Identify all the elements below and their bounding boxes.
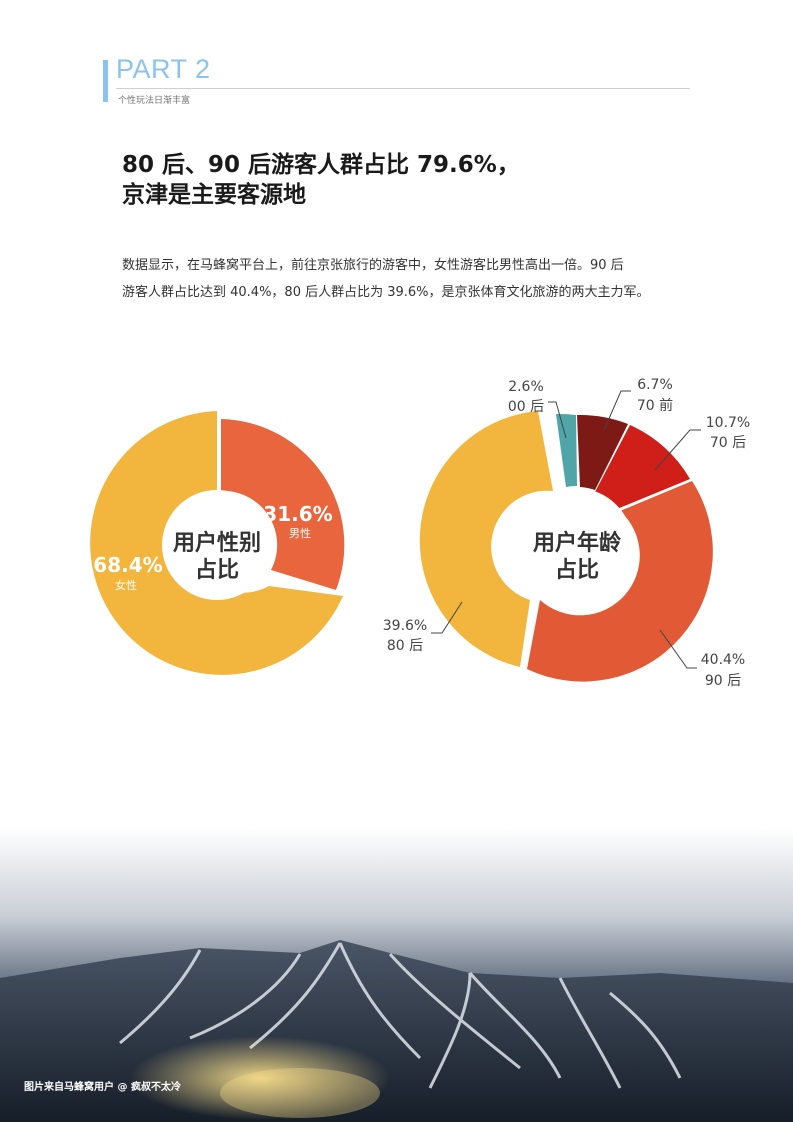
body-paragraph: 数据显示，在马蜂窝平台上，前往京张旅行的游客中，女性游客比男性高出一倍。90 后… (122, 252, 702, 306)
photo-credit: 图片来自马蜂窝用户 @ 疯叔不太冷 (24, 1082, 181, 1093)
age-slice-70s (595, 425, 690, 509)
age-slice-80s (419, 411, 553, 667)
age-donut-hole (519, 488, 633, 602)
gender-donut-chart: 用户性别 占比 31.6% 男性 68.4% 女性 (90, 411, 345, 675)
age-90s-label: 90 后 (705, 673, 741, 689)
leader-line-pre70s (603, 390, 631, 431)
gender-slice-male (221, 419, 345, 590)
age-00s-label: 00 后 (508, 399, 544, 415)
part-title: PART 2 (116, 54, 211, 84)
gender-male-value: 31.6% (263, 502, 332, 526)
gender-female-value: 68.4% (93, 553, 162, 577)
part-subtitle: 个性玩法日渐丰富 (118, 96, 191, 106)
age-slice-pre70s (577, 414, 628, 490)
header-divider (116, 88, 690, 89)
headline-line-1: 80 后、90 后游客人群占比 79.6%， (122, 152, 520, 178)
gender-center-line-2: 占比 (195, 558, 239, 583)
age-70s-label: 70 后 (710, 435, 746, 451)
village-lights (130, 1036, 390, 1120)
age-slice-90s (527, 481, 713, 682)
leader-line-70s (654, 429, 701, 471)
gender-male-label: 男性 (289, 526, 311, 540)
age-80s-label: 80 后 (387, 638, 423, 654)
age-donut-chart: 用户年龄 占比 2.6% 00 后 6.7% 70 前 10.7% 70 后 4… (383, 377, 750, 689)
age-70s-value: 10.7% (706, 415, 750, 431)
age-90s-value: 40.4% (701, 652, 745, 668)
part-accent-bar (103, 60, 108, 102)
age-center-line-2: 占比 (555, 558, 599, 583)
age-pre70s-value: 6.7% (637, 377, 673, 393)
gender-center-line-1: 用户性别 (173, 530, 261, 556)
headline: 80 后、90 后游客人群占比 79.6%， 京津是主要客源地 (122, 150, 520, 210)
ski-resort-photo (0, 828, 793, 1122)
gender-female-label: 女性 (115, 578, 137, 592)
age-80s-value: 39.6% (383, 618, 427, 634)
leader-line-80s (431, 601, 463, 634)
leader-line-90s (659, 629, 697, 669)
paragraph-line-1: 数据显示，在马蜂窝平台上，前往京张旅行的游客中，女性游客比男性高出一倍。90 后 (122, 258, 624, 273)
age-slice-00s (556, 413, 577, 487)
age-00s-value: 2.6% (508, 379, 544, 395)
headline-line-2: 京津是主要客源地 (122, 182, 306, 208)
age-center-line-1: 用户年龄 (533, 530, 622, 556)
paragraph-line-2: 游客人群占比达到 40.4%，80 后人群占比为 39.6%，是京张体育文化旅游… (122, 285, 650, 300)
age-pre70s-label: 70 前 (637, 397, 673, 414)
charts-area: 用户性别 占比 31.6% 男性 68.4% 女性 用户年龄 占比 2.6% 0… (90, 377, 750, 689)
gender-slice-female (90, 411, 343, 675)
leader-line-00s (548, 401, 567, 439)
gender-donut-hole (162, 490, 272, 600)
